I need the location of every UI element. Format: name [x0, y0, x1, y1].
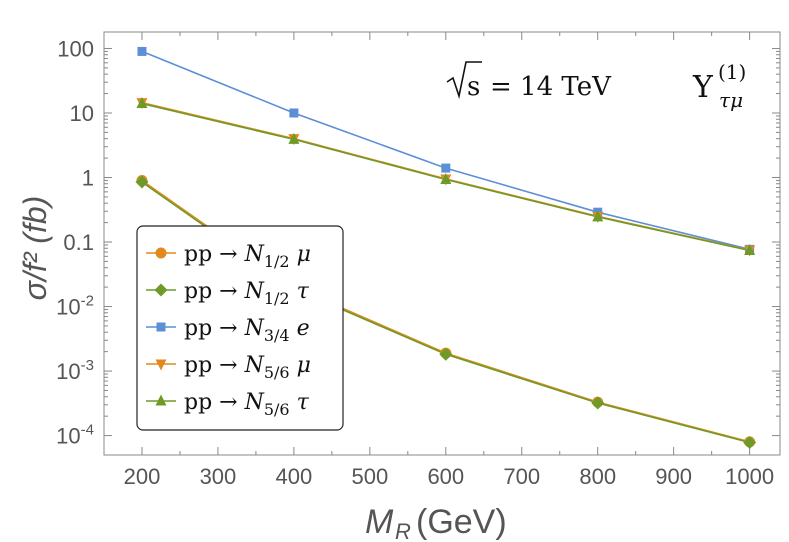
series-5-point: [592, 210, 604, 222]
legend-label-particle: N: [244, 316, 265, 341]
legend-entry: pp → N1/2 μ: [146, 242, 311, 271]
x-tick-label: 700: [503, 464, 540, 489]
legend-label-prefix: pp →: [184, 316, 245, 341]
sqrt-symbol: [446, 61, 482, 100]
x-tick-label: 800: [579, 464, 616, 489]
legend-label-lepton: τ: [290, 279, 310, 304]
series-3-point: [441, 163, 451, 173]
x-tick-label: 900: [655, 464, 692, 489]
legend-label: pp → N5/6 τ: [184, 390, 310, 419]
legend-label-lepton: e: [290, 316, 310, 341]
legend-entries: pp → N1/2 μpp → N1/2 τpp → N3/4 epp → N5…: [146, 242, 311, 419]
legend-label: pp → N1/2 μ: [184, 242, 311, 271]
series-3-point: [137, 46, 147, 56]
legend-label: pp → N1/2 τ: [184, 279, 310, 308]
legend-entry: pp → N5/6 μ: [146, 353, 311, 382]
legend-label-lepton: τ: [290, 390, 310, 415]
legend-label: pp → N5/6 μ: [184, 353, 311, 382]
x-axis-ticks: 200 300 400 500 600 700 800 900 1000: [103, 32, 774, 489]
legend-label-prefix: pp →: [184, 242, 245, 267]
legend-entry: pp → N3/4 e: [146, 316, 310, 345]
x-axis-label-sub: R: [395, 519, 411, 542]
x-tick-label: 300: [200, 464, 237, 489]
x-axis-label-main: M: [365, 503, 394, 541]
series-3-point: [289, 108, 299, 118]
y-tick-label: 0.1: [63, 230, 94, 255]
x-tick-label: 200: [124, 464, 161, 489]
y-tick-label: 100: [57, 36, 94, 61]
legend-label-particle: N: [244, 242, 265, 267]
y-tick-label-base: 10: [56, 424, 80, 449]
y-tick-label-exponent: -4: [81, 422, 94, 439]
y-tick-label: 10-3: [56, 357, 94, 384]
y-tick-label-base: 10: [56, 359, 80, 384]
energy-annotation-rhs: = 14 TeV: [490, 72, 612, 102]
coupling-annotation-base: Y: [692, 70, 714, 105]
legend-label-subscript: 3/4: [264, 326, 290, 345]
coupling-annotation-sup: (1): [718, 60, 746, 84]
legend-entry: pp → N5/6 τ: [146, 390, 310, 419]
series-2-point: [743, 436, 757, 450]
x-axis-label: M R (GeV): [365, 503, 507, 542]
legend-label-prefix: pp →: [184, 353, 245, 378]
legend-label-lepton: μ: [290, 353, 311, 378]
legend-label-lepton: μ: [290, 242, 311, 267]
y-tick-label: 10: [70, 101, 94, 126]
legend-marker: [156, 322, 166, 332]
series-5-point: [440, 173, 452, 185]
y-tick-label: 10-2: [56, 293, 94, 320]
legend-label-subscript: 1/2: [264, 252, 290, 271]
y-tick-label: 10-4: [56, 422, 94, 449]
plot-area-border: [103, 31, 781, 456]
series-2-point: [135, 175, 149, 189]
y-tick-label-base: 10: [56, 295, 80, 320]
legend-marker: [155, 359, 167, 371]
coupling-annotation: Y (1) τμ: [692, 60, 746, 112]
legend-label-subscript: 1/2: [264, 289, 290, 308]
x-tick-label: 1000: [725, 464, 774, 489]
series-5-point: [136, 97, 148, 109]
legend-marker: [154, 283, 168, 297]
y-axis-label: σ/f² (fb): [17, 196, 53, 301]
series-5-point: [288, 132, 300, 144]
series-5-point: [744, 243, 756, 255]
legend-label-particle: N: [244, 390, 265, 415]
y-tick-label: 1: [82, 166, 94, 191]
x-tick-label: 600: [427, 464, 464, 489]
legend-label-subscript: 5/6: [264, 363, 290, 382]
series-2-point: [591, 396, 605, 410]
legend-box: [136, 225, 344, 431]
y-tick-label-exponent: -2: [81, 293, 94, 310]
legend-marker: [155, 394, 167, 406]
legend-label-prefix: pp →: [184, 390, 245, 415]
legend-marker: [155, 247, 167, 259]
legend-label: pp → N3/4 e: [184, 316, 310, 345]
energy-annotation: s = 14 TeV: [446, 61, 612, 102]
legend-label-particle: N: [244, 279, 265, 304]
series-2-point: [439, 347, 453, 361]
energy-annotation-lhs: s: [467, 72, 480, 102]
x-tick-label: 500: [351, 464, 388, 489]
legend: pp → N1/2 μpp → N1/2 τpp → N3/4 epp → N5…: [136, 225, 344, 431]
legend-label-subscript: 5/6: [264, 400, 290, 419]
series-line-3: [141, 50, 750, 251]
x-tick-label: 400: [276, 464, 313, 489]
legend-entry: pp → N1/2 τ: [146, 279, 310, 308]
legend-label-prefix: pp →: [184, 279, 245, 304]
x-axis-label-units: (GeV): [416, 503, 507, 541]
plot-frame: [103, 31, 781, 456]
y-tick-label-exponent: -3: [81, 357, 94, 374]
coupling-annotation-sub: τμ: [719, 88, 743, 112]
legend-label-particle: N: [244, 353, 265, 378]
